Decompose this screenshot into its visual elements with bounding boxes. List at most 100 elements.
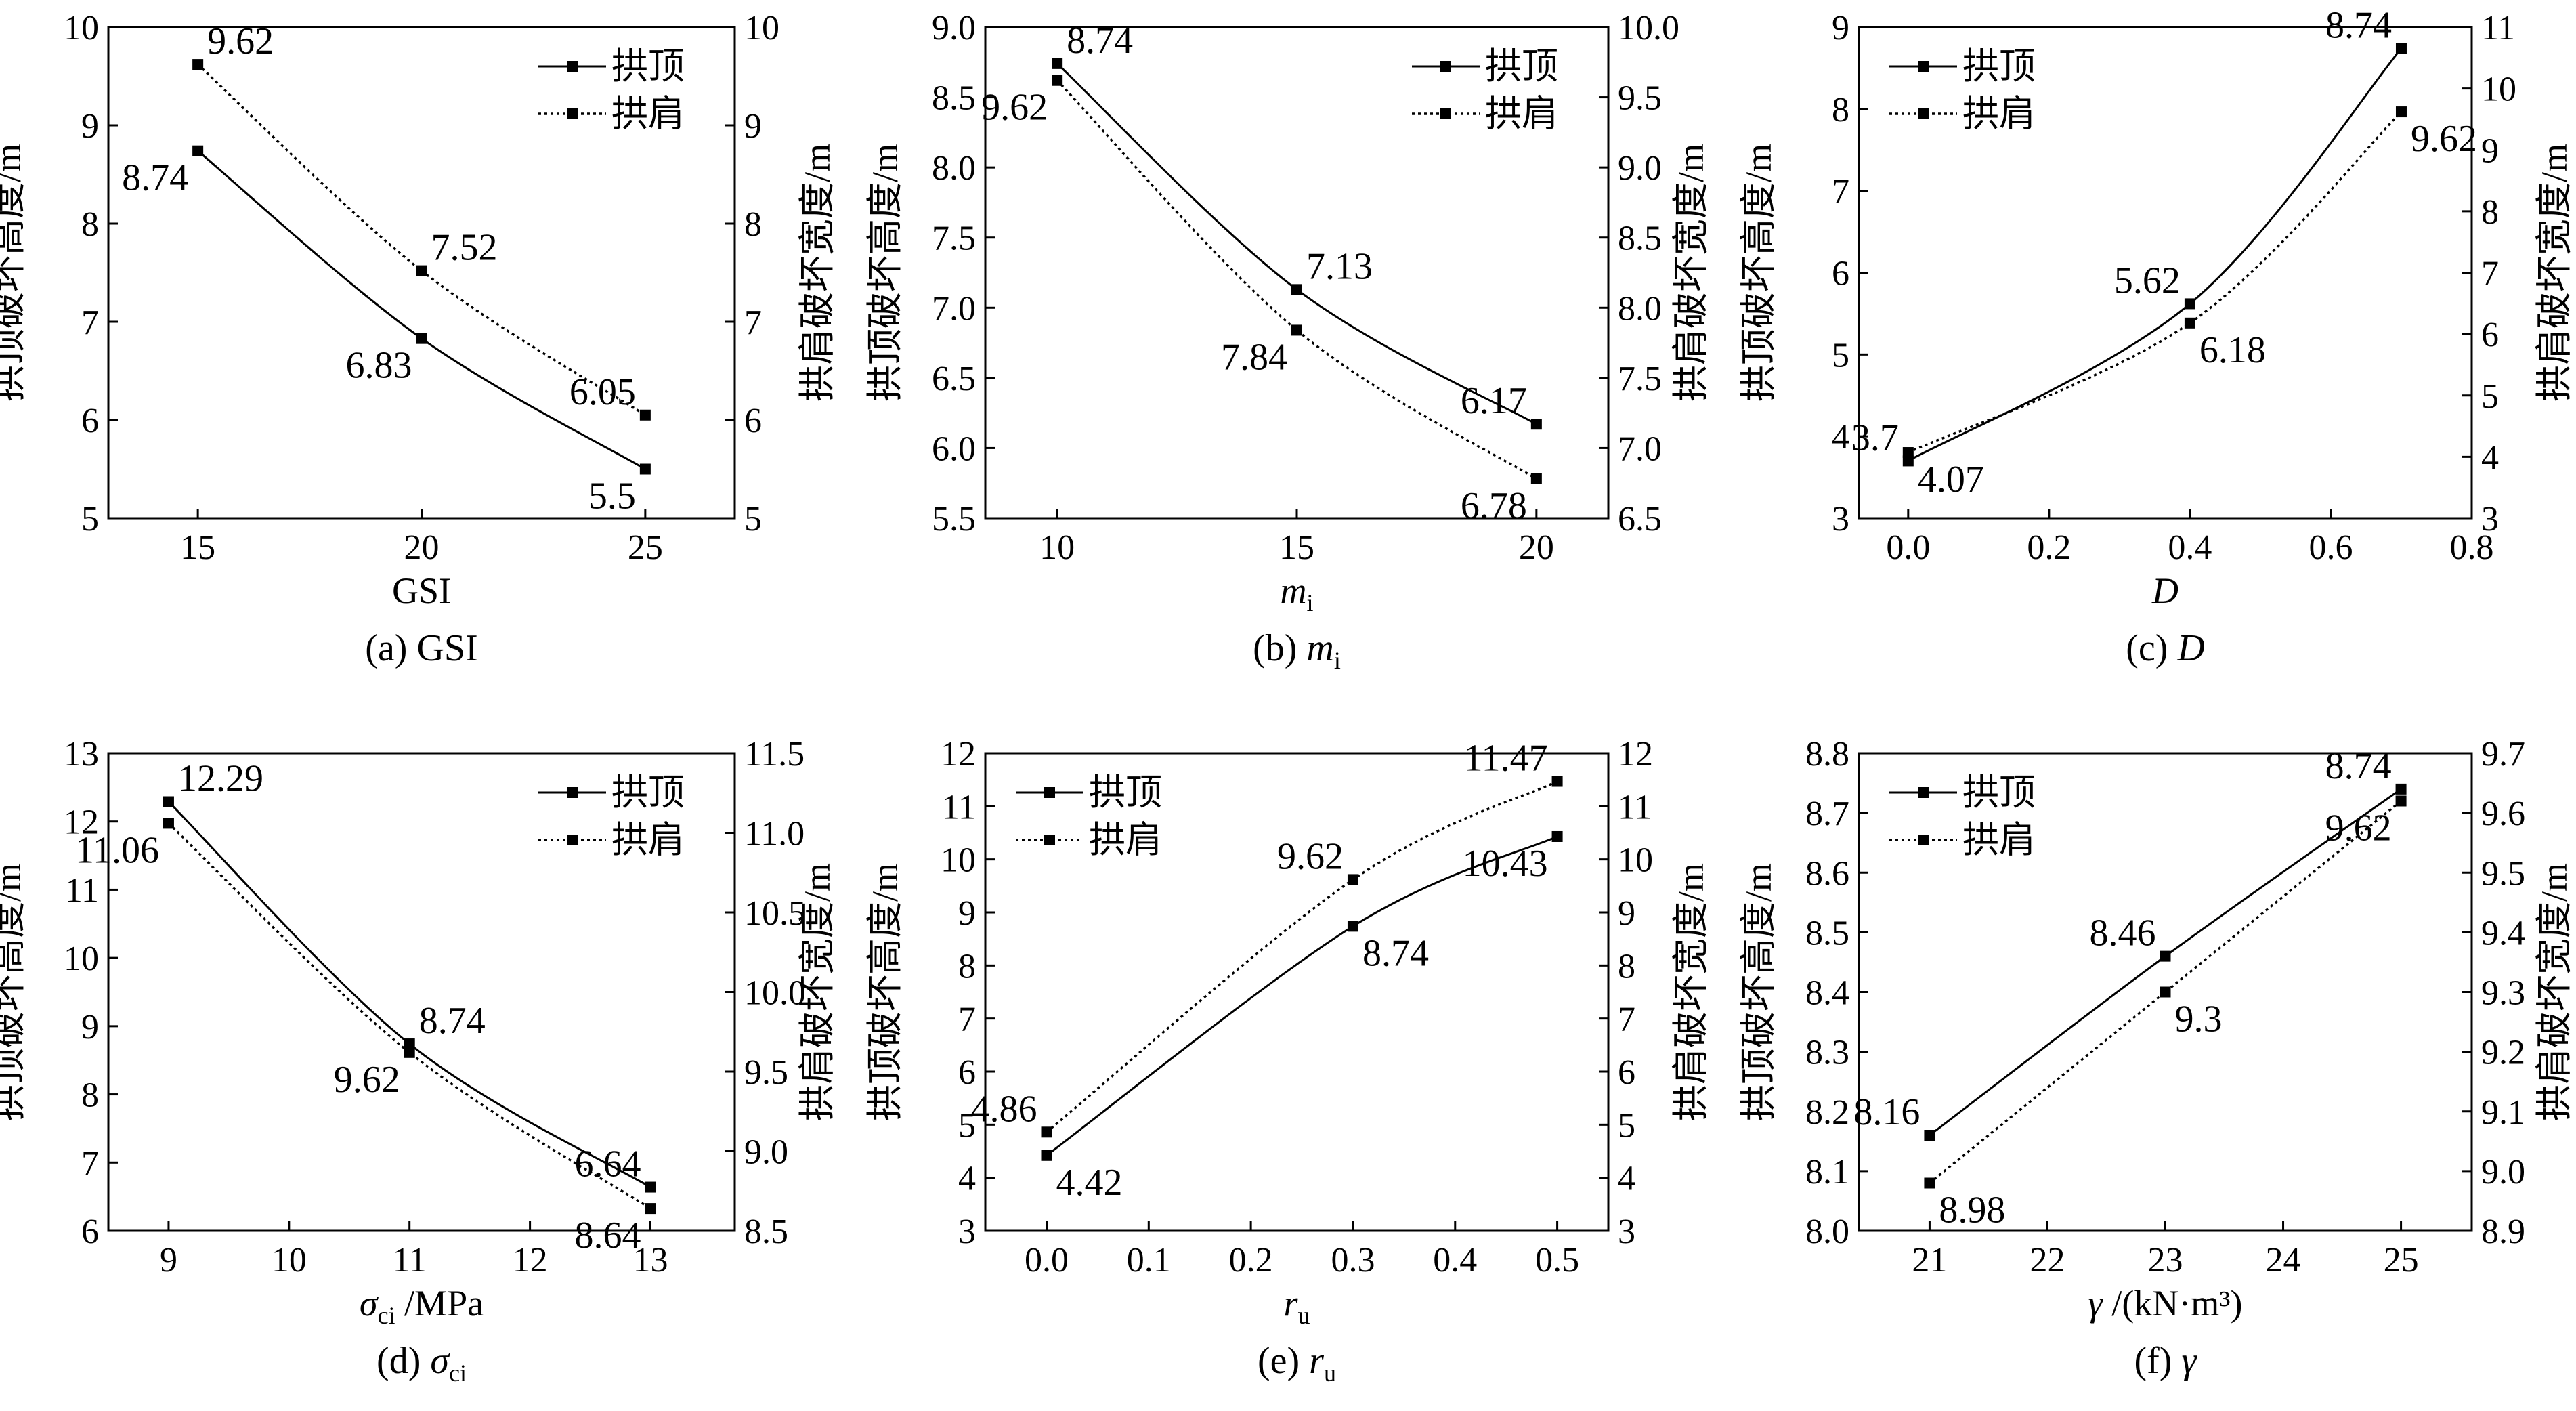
x-tick-label: 0.0 [1025, 1241, 1069, 1280]
data-label: 8.46 [2090, 912, 2156, 954]
legend-marker [1044, 787, 1055, 798]
y-axis-left-label: 拱顶破坏高度/m [0, 863, 28, 1121]
data-point [1902, 447, 1914, 459]
data-point [1347, 921, 1358, 932]
data-point [1041, 1150, 1052, 1161]
panel-caption-variable: GSI [416, 627, 477, 669]
panel-caption-variable: r [1309, 1340, 1324, 1382]
y-left-tick-label: 9.0 [932, 9, 976, 47]
data-label: 11.06 [75, 829, 159, 871]
y-left-tick-label: 12 [941, 735, 976, 774]
y-right-tick-label: 9.0 [1618, 149, 1662, 188]
data-label: 9.62 [2411, 118, 2477, 160]
legend-label: 拱肩 [1962, 820, 2036, 860]
panel-caption-prefix: (c) [2126, 627, 2177, 669]
y-left-tick-label: 5 [958, 1106, 976, 1145]
x-axis-label-variable: m [1280, 570, 1306, 611]
y-right-tick-label: 9.0 [744, 1133, 788, 1172]
data-point [639, 409, 651, 421]
y-axis-right-label: 拱肩破坏宽度/m [1671, 144, 1711, 402]
y-right-tick-label: 4 [2481, 438, 2499, 477]
y-right-tick-label: 5 [2481, 377, 2499, 416]
series-line-shoulder [1908, 110, 2403, 454]
y-left-tick-label: 12 [64, 803, 99, 842]
y-left-tick-label: 4 [958, 1160, 976, 1198]
x-tick-label: 13 [632, 1241, 668, 1280]
y-right-tick-label: 9.5 [2481, 854, 2525, 893]
data-label: 9.62 [1277, 835, 1344, 877]
y-axis-left-label: 拱顶破坏高度/m [865, 144, 905, 402]
legend-marker [1918, 835, 1929, 845]
y-left-tick-label: 3 [1832, 500, 1849, 539]
data-label: 6.83 [346, 345, 412, 387]
x-tick-label: 12 [513, 1241, 548, 1280]
data-point [1530, 473, 1542, 484]
data-label: 6.17 [1461, 380, 1527, 422]
data-label: 8.98 [1939, 1189, 2005, 1231]
data-point [639, 463, 651, 475]
legend-label: 拱顶 [1089, 772, 1162, 813]
data-label: 8.74 [2325, 4, 2392, 46]
data-label: 9.62 [981, 87, 1048, 129]
y-right-tick-label: 8.5 [1618, 219, 1662, 258]
panel-caption: (f) γ [2134, 1340, 2197, 1382]
panel-caption-variable: σ [430, 1340, 450, 1382]
data-label: 7.13 [1306, 245, 1373, 287]
data-label: 9.3 [2175, 998, 2223, 1040]
x-tick-label: 0.4 [1433, 1241, 1477, 1280]
y-left-tick-label: 11 [65, 871, 99, 910]
y-right-tick-label: 11 [2481, 9, 2515, 47]
x-axis-label-unit: /MPa [395, 1283, 484, 1324]
y-right-tick-label: 9.7 [2481, 735, 2525, 774]
x-tick-label: 21 [1912, 1241, 1947, 1280]
data-point [1902, 455, 1914, 467]
y-right-tick-label: 9 [744, 107, 762, 146]
y-right-tick-label: 8 [2481, 193, 2499, 232]
panel-caption-subscript: u [1324, 1360, 1336, 1387]
y-right-tick-label: 11.5 [744, 735, 804, 774]
y-right-tick-label: 7.5 [1618, 360, 1662, 398]
panel-caption: (a) GSI [365, 627, 477, 669]
data-point [645, 1203, 656, 1215]
plot-frame [984, 752, 1610, 1232]
x-tick-label: 15 [1279, 528, 1314, 567]
x-axis-label-variable: γ [2088, 1283, 2104, 1324]
data-point [1924, 1130, 1935, 1141]
y-right-tick-label: 9.6 [2481, 795, 2525, 833]
data-point [1551, 830, 1563, 842]
y-left-tick-label: 8.5 [1805, 914, 1849, 952]
data-label: 6.64 [574, 1143, 641, 1185]
legend-label: 拱顶 [611, 46, 685, 87]
data-label: 11.47 [1464, 738, 1548, 780]
y-right-tick-label: 9 [2481, 131, 2499, 170]
x-tick-label: 0.3 [1331, 1241, 1375, 1280]
y-left-tick-label: 6.5 [932, 360, 976, 398]
data-point [2395, 106, 2407, 118]
x-tick-label: 23 [2148, 1241, 2183, 1280]
y-left-tick-label: 7 [81, 1144, 99, 1183]
data-point [163, 818, 174, 829]
legend-label: 拱顶 [1485, 46, 1558, 87]
x-axis-label-subscript: i [1306, 589, 1313, 616]
y-left-tick-label: 8.0 [932, 149, 976, 188]
series-line-shoulder [1929, 800, 2402, 1184]
data-point [2395, 795, 2407, 807]
y-right-tick-label: 8 [744, 205, 762, 244]
data-point [2184, 317, 2195, 329]
panel-caption: (d) σci [377, 1340, 467, 1387]
y-right-tick-label: 4 [1618, 1160, 1635, 1198]
y-right-tick-label: 10.0 [1618, 9, 1679, 47]
panel-caption-prefix: (b) [1253, 627, 1306, 669]
x-tick-label: 0.5 [1535, 1241, 1579, 1280]
data-point [192, 59, 204, 70]
y-right-tick-label: 3 [1618, 1213, 1635, 1251]
y-left-tick-label: 8 [81, 205, 99, 244]
data-label: 5.5 [588, 476, 636, 518]
y-right-tick-label: 8 [1618, 947, 1635, 986]
data-point [1291, 284, 1302, 295]
panel-caption-prefix: (a) [365, 627, 416, 669]
